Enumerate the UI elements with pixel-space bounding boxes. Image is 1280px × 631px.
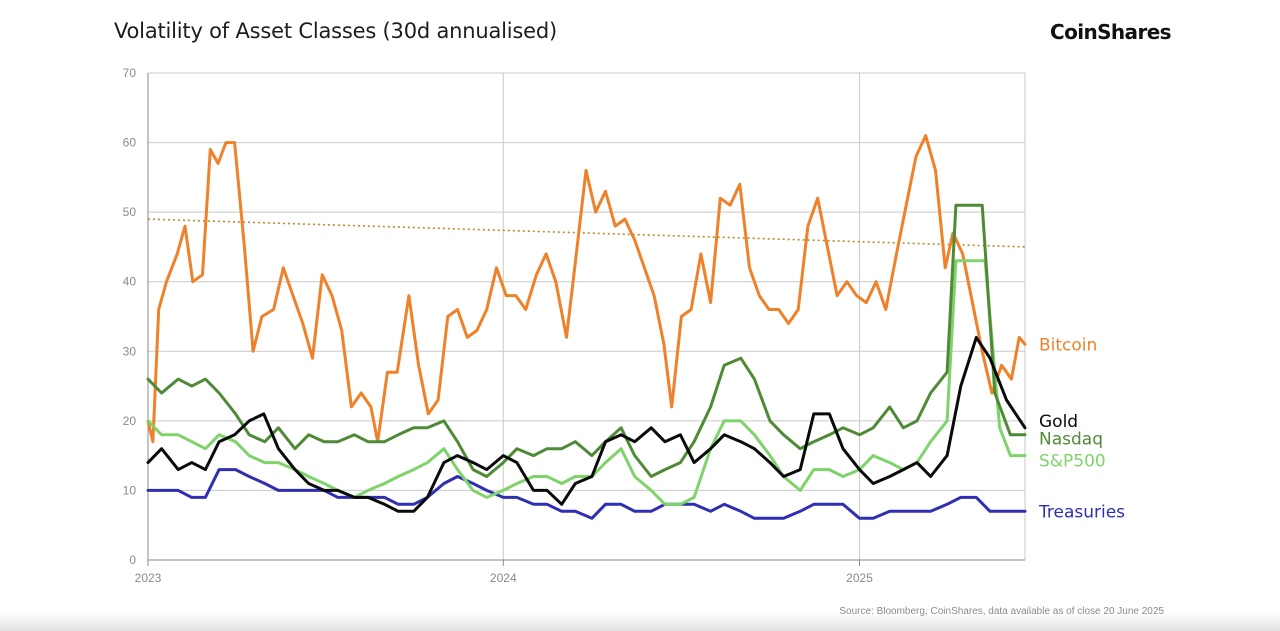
series-label-gold: Gold: [1039, 412, 1078, 432]
y-tick-label-10: 10: [123, 483, 137, 497]
coinshares-logo: CoinShares: [1050, 20, 1172, 44]
series-label-nasdaq: Nasdaq: [1039, 429, 1103, 449]
series-line-gold: [146, 335, 1027, 513]
y-tick-label-30: 30: [123, 344, 137, 358]
tick-labels: 0 10 20 30 40 50 60 70 2023 2024 2025: [123, 66, 874, 585]
y-tick-label-50: 50: [123, 205, 137, 219]
series-lines: [146, 134, 1027, 520]
y-tick-label-0: 0: [129, 553, 136, 567]
bitcoin-trendline-layer: [147, 218, 1026, 248]
series-line-s-p500: [146, 259, 1027, 506]
x-tick-label-2025: 2025: [846, 571, 873, 585]
axes: [147, 73, 1025, 566]
chart-title: Volatility of Asset Classes (30d annuali…: [114, 19, 557, 43]
x-tick-label-2023: 2023: [135, 571, 162, 585]
y-tick-label-70: 70: [123, 66, 137, 80]
series-label-bitcoin: Bitcoin: [1039, 335, 1097, 355]
y-tick-label-40: 40: [123, 275, 137, 289]
series-line-treasuries: [146, 468, 1027, 520]
source-note: Source: Bloomberg, CoinShares, data avai…: [839, 606, 1164, 617]
x-tick-label-2024: 2024: [490, 571, 517, 585]
series-label-s-p500: S&P500: [1039, 452, 1106, 472]
series-line-nasdaq: [146, 203, 1027, 478]
series-label-treasuries: Treasuries: [1038, 502, 1125, 522]
series-line-bitcoin: [146, 134, 1027, 444]
y-tick-label-60: 60: [123, 136, 137, 150]
y-tick-label-20: 20: [123, 414, 137, 428]
grid-lines: [147, 72, 1026, 560]
bitcoin-trendline: [147, 218, 1026, 248]
bottom-fade: [0, 613, 1280, 631]
